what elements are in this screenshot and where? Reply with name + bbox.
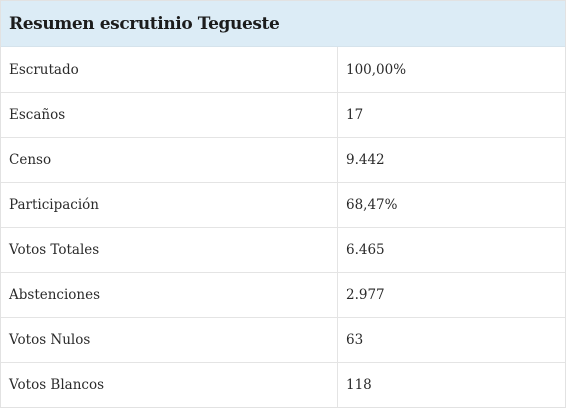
table-row-censo: Censo 9.442 xyxy=(1,137,565,182)
table-row-votos-blancos: Votos Blancos 118 xyxy=(1,362,565,407)
row-label: Escaños xyxy=(1,93,338,137)
table-row-escrutado: Escrutado 100,00% xyxy=(1,47,565,92)
table-row-escanos: Escaños 17 xyxy=(1,92,565,137)
row-label: Participación xyxy=(1,183,338,227)
row-value: 6.465 xyxy=(346,242,385,258)
table-row-votos-nulos: Votos Nulos 63 xyxy=(1,317,565,362)
row-value: 63 xyxy=(346,332,364,348)
row-value: 17 xyxy=(346,107,364,123)
table-body: Escrutado 100,00% Escaños 17 Censo 9.442… xyxy=(1,47,565,407)
row-label: Votos Blancos xyxy=(1,363,338,407)
row-value: 2.977 xyxy=(346,287,385,303)
row-value: 68,47% xyxy=(346,197,398,213)
table-header: Resumen escrutinio Tegueste xyxy=(1,1,565,47)
row-value: 9.442 xyxy=(346,152,385,168)
row-value: 100,00% xyxy=(346,61,407,78)
table-row-abstenciones: Abstenciones 2.977 xyxy=(1,272,565,317)
table-row-votos-totales: Votos Totales 6.465 xyxy=(1,227,565,272)
table-row-participacion: Participación 68,47% xyxy=(1,182,565,227)
row-label: Votos Totales xyxy=(1,228,338,272)
row-label: Abstenciones xyxy=(1,273,338,317)
row-value: 118 xyxy=(346,377,372,393)
row-label: Votos Nulos xyxy=(1,318,338,362)
table-title: Resumen escrutinio Tegueste xyxy=(9,13,280,34)
row-label: Censo xyxy=(1,138,338,182)
row-label: Escrutado xyxy=(1,47,338,92)
